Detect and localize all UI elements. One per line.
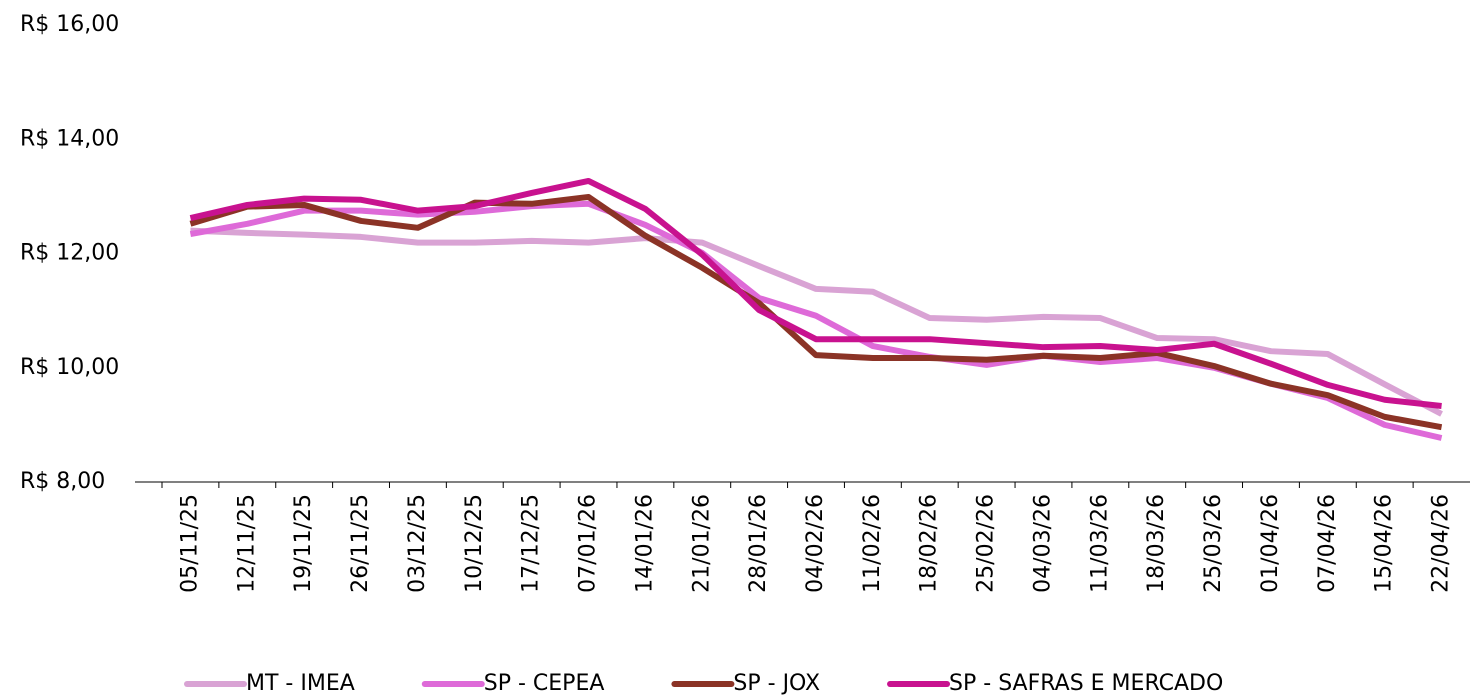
y-tick-label: R$ 8,00 bbox=[20, 469, 105, 494]
x-tick-label: 04/02/26 bbox=[803, 494, 828, 593]
x-tick-label: 01/04/26 bbox=[1258, 494, 1283, 593]
legend-label: MT - IMEA bbox=[246, 671, 355, 696]
y-tick-label: R$ 14,00 bbox=[20, 126, 119, 151]
x-tick-label: 18/02/26 bbox=[917, 494, 942, 593]
legend-label: SP - SAFRAS E MERCADO bbox=[949, 671, 1223, 696]
x-tick-label: 10/12/25 bbox=[462, 494, 487, 593]
x-tick-label: 07/01/26 bbox=[576, 494, 601, 593]
x-tick-label: 15/04/26 bbox=[1372, 494, 1397, 593]
x-tick-label: 14/01/26 bbox=[632, 494, 657, 593]
x-tick-label: 28/01/26 bbox=[746, 494, 771, 593]
x-tick-label: 17/12/25 bbox=[519, 494, 544, 593]
series-line bbox=[190, 227, 1443, 417]
x-tick-label: 18/03/26 bbox=[1144, 494, 1169, 593]
y-tick-label: R$ 16,00 bbox=[20, 12, 119, 37]
x-tick-label: 22/04/26 bbox=[1429, 494, 1454, 593]
x-tick-label: 21/01/26 bbox=[689, 494, 714, 593]
x-tick-label: 12/11/25 bbox=[234, 494, 259, 593]
legend: MT - IMEA SP - CEPEA SP - JOX SP - SAFRAS E… bbox=[184, 671, 1223, 696]
x-tick-label: 19/11/25 bbox=[291, 494, 316, 593]
x-tick-label: 25/02/26 bbox=[974, 494, 999, 593]
x-tick-label: 11/02/26 bbox=[860, 494, 885, 593]
x-tick-label: 04/03/26 bbox=[1030, 494, 1055, 593]
series-line bbox=[189, 177, 1442, 410]
x-tick-label: 11/03/26 bbox=[1087, 494, 1112, 593]
legend-label: SP - JOX bbox=[733, 671, 820, 696]
x-tick-label: 26/11/25 bbox=[348, 494, 373, 593]
x-tick-label: 05/11/25 bbox=[177, 494, 202, 593]
y-tick-label: R$ 12,00 bbox=[20, 241, 119, 266]
x-tick-label: 03/12/25 bbox=[405, 494, 430, 593]
series-line bbox=[189, 193, 1443, 431]
x-tick-label: 07/04/26 bbox=[1315, 494, 1340, 593]
y-tick-label: R$ 10,00 bbox=[20, 355, 119, 380]
x-tick-label: 25/03/26 bbox=[1201, 494, 1226, 593]
legend-label: SP - CEPEA bbox=[484, 671, 605, 696]
